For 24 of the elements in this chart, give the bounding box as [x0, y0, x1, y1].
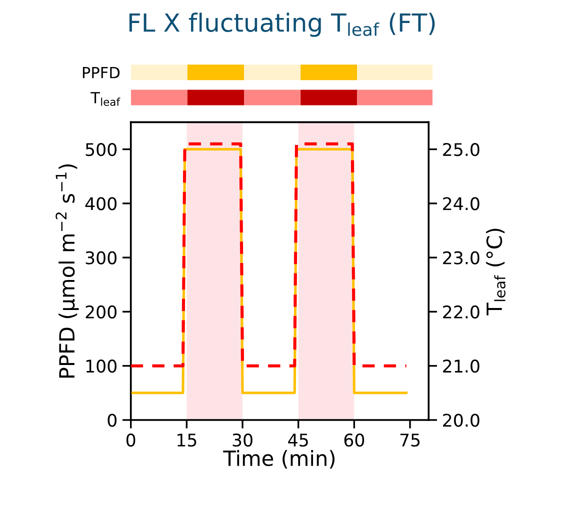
x-tick-label: 0 — [126, 434, 136, 447]
y-tick-label: 400 — [85, 197, 116, 210]
y-tick-label: PPFD — [82, 67, 120, 78]
y-tick-label: 300 — [86, 251, 116, 264]
y2-tick-label: 22.0 — [443, 305, 480, 319]
y-tick-label: 100 — [86, 360, 116, 373]
y2-tick-label: 25.0 — [443, 142, 480, 156]
y2-tick-label: 24.0 — [443, 197, 480, 210]
y2-tick-label: 23.0 — [443, 251, 480, 264]
x-axis-title: Time (min) — [223, 450, 335, 469]
y2-axis-title: T$_{leaf}$ (°C) — [486, 228, 506, 316]
x-tick-label: 30 — [232, 434, 252, 447]
y-tick-label: T$_{leaf}$ — [90, 92, 120, 106]
x-tick-label: 60 — [344, 434, 364, 447]
x-tick-label: 15 — [178, 434, 196, 447]
y2-tick-label: 20.0 — [443, 414, 480, 427]
y-tick-label: 200 — [86, 305, 116, 319]
y-tick-label: 500 — [86, 142, 116, 156]
chart-title: FL X fluctuating T$_{leaf}$ (FT) — [129, 12, 435, 37]
y2-tick-label: 21.0 — [443, 360, 480, 373]
x-tick-label: 45 — [288, 434, 308, 447]
y-tick-label: 0 — [108, 414, 116, 427]
y-axis-title: PPFD (µmol m$^{−2}$ s$^{−1}$) — [56, 164, 79, 378]
x-tick-label: 75 — [400, 434, 420, 447]
